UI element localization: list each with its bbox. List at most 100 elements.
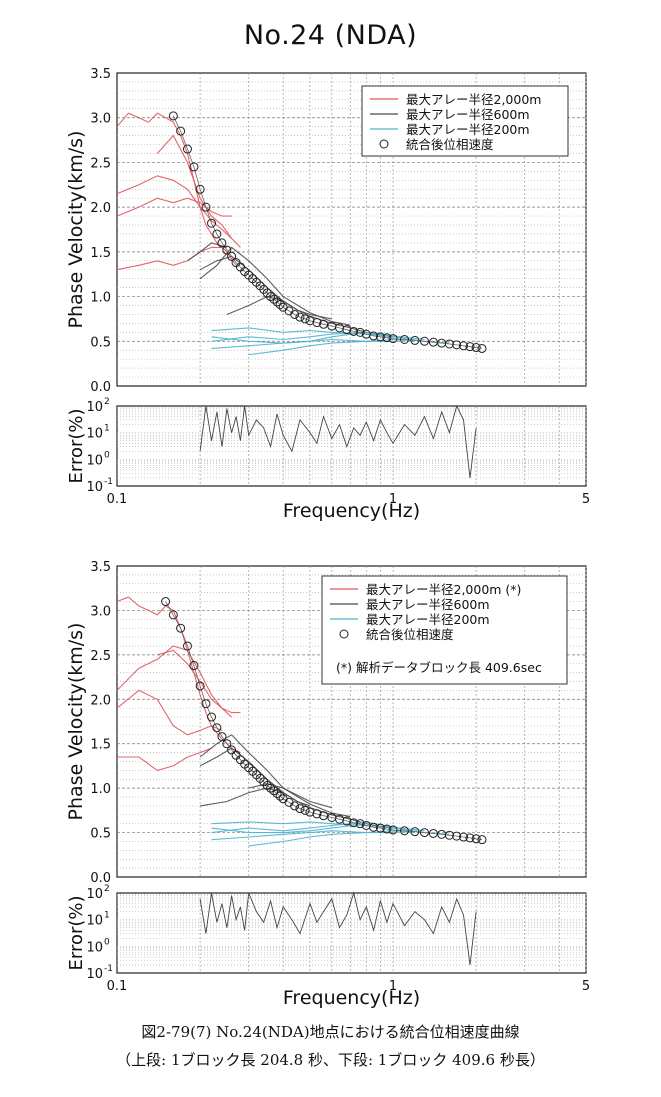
- integrated-velocity-point: [176, 623, 186, 633]
- integrated-velocity-point: [207, 218, 217, 228]
- integrated-velocity-point: [349, 818, 359, 828]
- error-y-tick-label: 10: [86, 427, 103, 442]
- integrated-velocity-point: [399, 826, 409, 836]
- integrated-velocity-point: [319, 811, 329, 821]
- integrated-velocity-point: [227, 745, 237, 755]
- error-y-tick-exponent: -1: [104, 964, 113, 974]
- series-line-red: [116, 197, 232, 217]
- integrated-velocity-point: [272, 297, 282, 307]
- legend-marker: [339, 629, 349, 639]
- y-tick-label: 3.0: [90, 112, 111, 127]
- integrated-velocity-point: [300, 314, 310, 324]
- integrated-velocity-point: [444, 339, 454, 349]
- integrated-velocity-point: [319, 319, 329, 329]
- error-plot-area: [116, 405, 587, 487]
- integrated-velocity-point: [176, 126, 186, 136]
- integrated-velocity-point: [195, 681, 205, 691]
- error-y-axis-label: Error(%): [66, 408, 87, 483]
- integrated-velocity-point: [269, 786, 279, 796]
- integrated-velocity-point: [168, 111, 178, 121]
- x-tick-label: 0.1: [107, 492, 128, 507]
- x-axis-label: Frequency(Hz): [283, 987, 420, 1009]
- series-line-cyan: [248, 338, 415, 356]
- y-tick-label: 1.0: [90, 291, 111, 306]
- error-y-tick-exponent: 2: [104, 884, 110, 894]
- series-line-cyan: [248, 830, 415, 847]
- error-y-tick-exponent: 1: [104, 424, 110, 434]
- error-line: [199, 404, 477, 479]
- series-line-red: [157, 649, 241, 714]
- integrated-velocity-point: [161, 597, 171, 607]
- integrated-velocity-point: [217, 732, 227, 742]
- integrated-velocity-point: [189, 162, 199, 172]
- y-tick-label: 0.0: [90, 871, 111, 886]
- integrated-velocity-point: [349, 326, 359, 336]
- integrated-velocity-point: [465, 342, 475, 352]
- series-line-cyan: [211, 331, 367, 344]
- series-line-red: [117, 747, 212, 772]
- x-axis-label: Frequency(Hz): [283, 500, 420, 522]
- error-y-tick-label: 10: [86, 967, 103, 982]
- legend-label: 統合後位相速度: [366, 627, 454, 642]
- legend-box: [321, 575, 568, 685]
- legend-label: 最大アレー半径600m: [366, 597, 490, 612]
- error-y-tick-exponent: 2: [104, 397, 110, 407]
- integrated-velocity-point: [355, 819, 365, 829]
- integrated-velocity-point: [295, 804, 305, 814]
- integrated-velocity-point: [182, 144, 192, 154]
- figure-caption: 図2-79(7) No.24(NDA)地点における統合位相速度曲線: [141, 1023, 520, 1041]
- series-line-red: [116, 246, 222, 271]
- integrated-velocity-point: [382, 824, 392, 834]
- y-tick-label: 1.5: [90, 738, 111, 753]
- integrated-curve-line: [165, 601, 483, 841]
- integrated-velocity-point: [217, 238, 227, 248]
- series-line-cyan: [211, 327, 450, 344]
- integrated-velocity-point: [212, 229, 222, 239]
- error-y-tick-label: 10: [86, 453, 103, 468]
- y-axis-label: Phase Velocity(km/s): [65, 623, 87, 821]
- error-y-tick-exponent: 0: [104, 937, 110, 947]
- integrated-velocity-point: [207, 712, 217, 722]
- series-line-red: [116, 689, 223, 736]
- legend-label: 最大アレー半径200m: [366, 612, 490, 627]
- integrated-velocity-point: [369, 331, 379, 341]
- error-plot-area: [116, 892, 587, 974]
- integrated-velocity-point: [305, 316, 315, 326]
- integrated-velocity-point: [465, 833, 475, 843]
- series-line-gray: [187, 242, 228, 262]
- legend-note: (*) 解析データブロック長 409.6sec: [336, 660, 542, 675]
- series-line-red: [116, 175, 232, 239]
- legend-label: 最大アレー半径2,000m: [406, 92, 541, 107]
- integrated-velocity-point: [399, 334, 409, 344]
- integrated-velocity-point: [305, 807, 315, 817]
- integrated-velocity-point: [459, 832, 469, 842]
- y-tick-label: 2.5: [90, 649, 111, 664]
- series-line-gray: [200, 787, 311, 807]
- page-title: No.24 (NDA): [243, 20, 418, 51]
- integrated-velocity-point: [266, 783, 276, 793]
- y-tick-label: 0.0: [90, 380, 111, 395]
- error-y-tick-exponent: -1: [104, 477, 113, 487]
- y-tick-label: 2.0: [90, 201, 111, 216]
- series-line-red: [116, 112, 237, 266]
- integrated-velocity-point: [369, 822, 379, 832]
- integrated-velocity-point: [477, 343, 487, 353]
- integrated-velocity-point: [290, 801, 300, 811]
- y-tick-label: 1.0: [90, 782, 111, 797]
- error-y-tick-exponent: 1: [104, 911, 110, 921]
- y-tick-label: 3.5: [90, 560, 111, 575]
- y-tick-label: 2.0: [90, 693, 111, 708]
- y-tick-label: 3.0: [90, 604, 111, 619]
- x-tick-label: 1: [389, 492, 397, 507]
- integrated-velocity-point: [342, 325, 352, 335]
- integrated-velocity-point: [275, 300, 285, 310]
- integrated-velocity-point: [275, 791, 285, 801]
- series-line-cyan: [211, 821, 450, 835]
- error-y-tick-label: 10: [86, 940, 103, 955]
- integrated-velocity-point: [201, 699, 211, 709]
- series-line-cyan: [211, 823, 367, 834]
- error-line: [199, 891, 477, 966]
- integrated-velocity-point: [388, 825, 398, 835]
- legend-box: [361, 85, 569, 157]
